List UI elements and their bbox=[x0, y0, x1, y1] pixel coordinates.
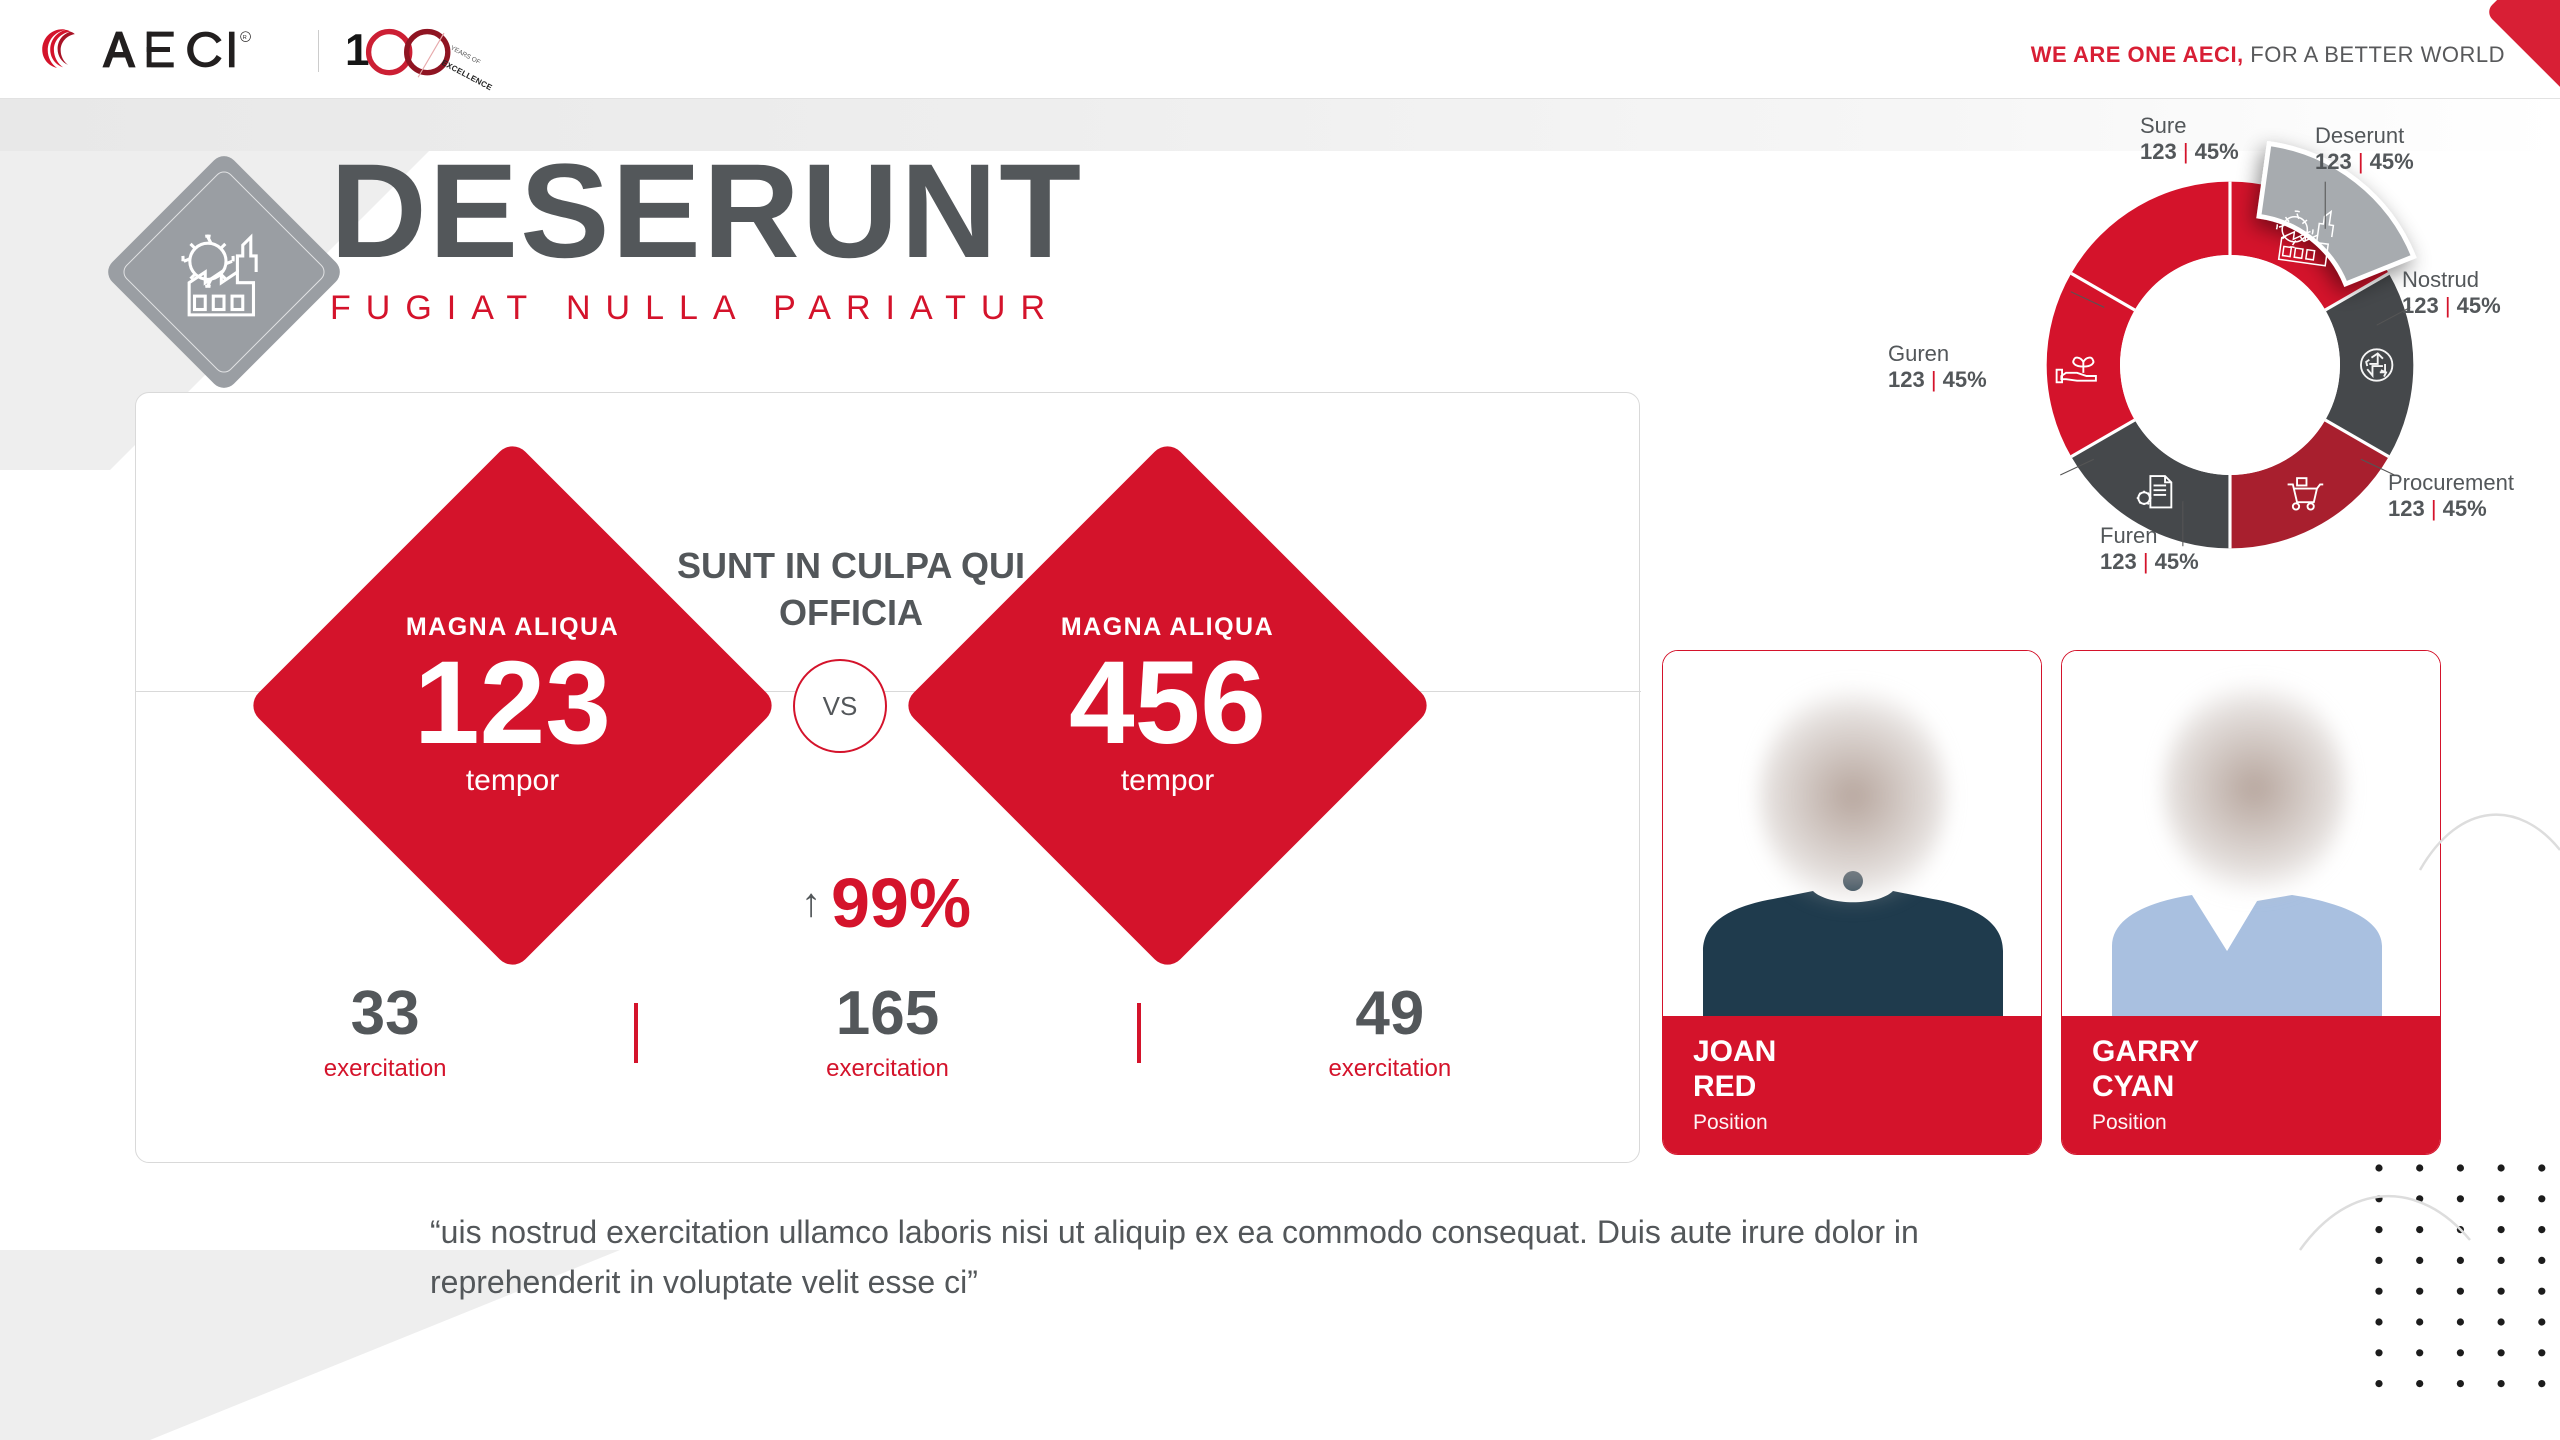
svg-text:1: 1 bbox=[345, 26, 370, 75]
svg-text:R: R bbox=[243, 35, 247, 41]
